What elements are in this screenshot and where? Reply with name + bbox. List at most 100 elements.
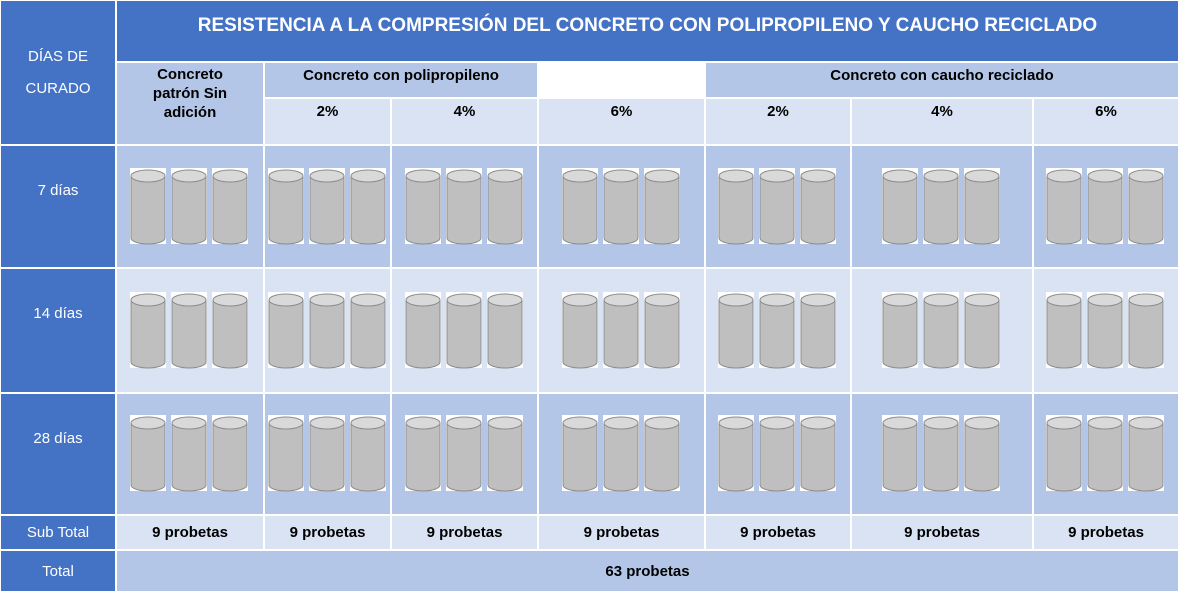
cylinder [486,415,523,492]
cylinder [643,167,680,244]
specimen-cell [116,393,264,515]
cylinder [800,415,836,492]
cylinder [602,291,639,368]
specimens [561,291,680,368]
specimen-cell [538,393,705,515]
group-header: Concreto con caucho reciclado [705,62,1179,98]
specimens [130,415,248,492]
cylinder [1046,167,1082,244]
cylinder [759,291,795,368]
cylinder [964,415,1000,492]
specimen-cell [705,268,851,393]
cylinder [486,291,523,368]
specimens [404,291,523,368]
percentage-header: 2% [264,98,391,145]
subtotal-value: 9 probetas [538,515,705,550]
specimens [267,291,386,368]
specimen-cell [264,393,391,515]
cylinder [759,415,795,492]
cylinder [404,291,441,368]
specimens [718,167,836,244]
cylinder [882,167,918,244]
cylinder [759,167,795,244]
specimens [718,415,836,492]
cylinder [643,291,680,368]
cylinder [561,167,598,244]
cylinder [445,415,482,492]
specimens [267,415,386,492]
specimen-cell [391,145,538,268]
cylinder [267,415,304,492]
cylinder [964,167,1000,244]
specimen-cell [116,268,264,393]
cylinder [130,167,166,244]
specimens [404,167,523,244]
subtotal-value: 9 probetas [264,515,391,550]
cylinder [800,291,836,368]
cylinder [171,167,207,244]
specimen-cell [705,393,851,515]
specimens [404,415,523,492]
specimen-cell [1033,145,1179,268]
cylinder [486,167,523,244]
specimens [1046,167,1164,244]
cylinder [308,167,345,244]
cylinder [1087,415,1123,492]
cylinder [1046,291,1082,368]
specimens [882,415,1000,492]
cylinder [718,415,754,492]
cylinder [130,291,166,368]
cylinder [561,415,598,492]
specimen-cell [851,268,1033,393]
cylinder [602,415,639,492]
cylinder [404,415,441,492]
specimen-cell [851,145,1033,268]
cylinder [212,415,248,492]
cylinder [643,415,680,492]
cylinder [800,167,836,244]
cylinder [308,291,345,368]
cylinder [308,415,345,492]
group-header: Concreto con polipropileno [264,62,538,98]
total-label: Total [0,550,116,592]
specimen-cell [116,145,264,268]
group-header: Concreto patrón Sin adición [116,62,264,145]
cylinder [561,291,598,368]
cylinder [718,291,754,368]
cylinder [171,291,207,368]
percentage-header: 4% [851,98,1033,145]
cylinder [212,167,248,244]
subtotal-value: 9 probetas [116,515,264,550]
cylinder [964,291,1000,368]
percentage-header: 4% [391,98,538,145]
table-title: RESISTENCIA A LA COMPRESIÓN DEL CONCRETO… [116,0,1179,62]
cylinder [1046,415,1082,492]
specimens [561,167,680,244]
cylinder [349,167,386,244]
row-header: DÍAS DE CURADO [0,0,116,145]
cylinder [882,291,918,368]
percentage-header: 2% [705,98,851,145]
cylinder [404,167,441,244]
specimens [130,291,248,368]
cylinder [130,415,166,492]
cylinder [1087,291,1123,368]
row-label: 7 días [0,145,116,268]
specimens [718,291,836,368]
cylinder [718,167,754,244]
cylinder [602,167,639,244]
specimen-cell [391,393,538,515]
cylinder [1128,291,1164,368]
specimen-cell [705,145,851,268]
cylinder [445,167,482,244]
specimen-cell [851,393,1033,515]
specimens [1046,291,1164,368]
cylinder [923,167,959,244]
specimen-cell [264,268,391,393]
cylinder [923,291,959,368]
specimen-cell [538,145,705,268]
specimen-cell [264,145,391,268]
cylinder [349,291,386,368]
row-label: 28 días [0,393,116,515]
